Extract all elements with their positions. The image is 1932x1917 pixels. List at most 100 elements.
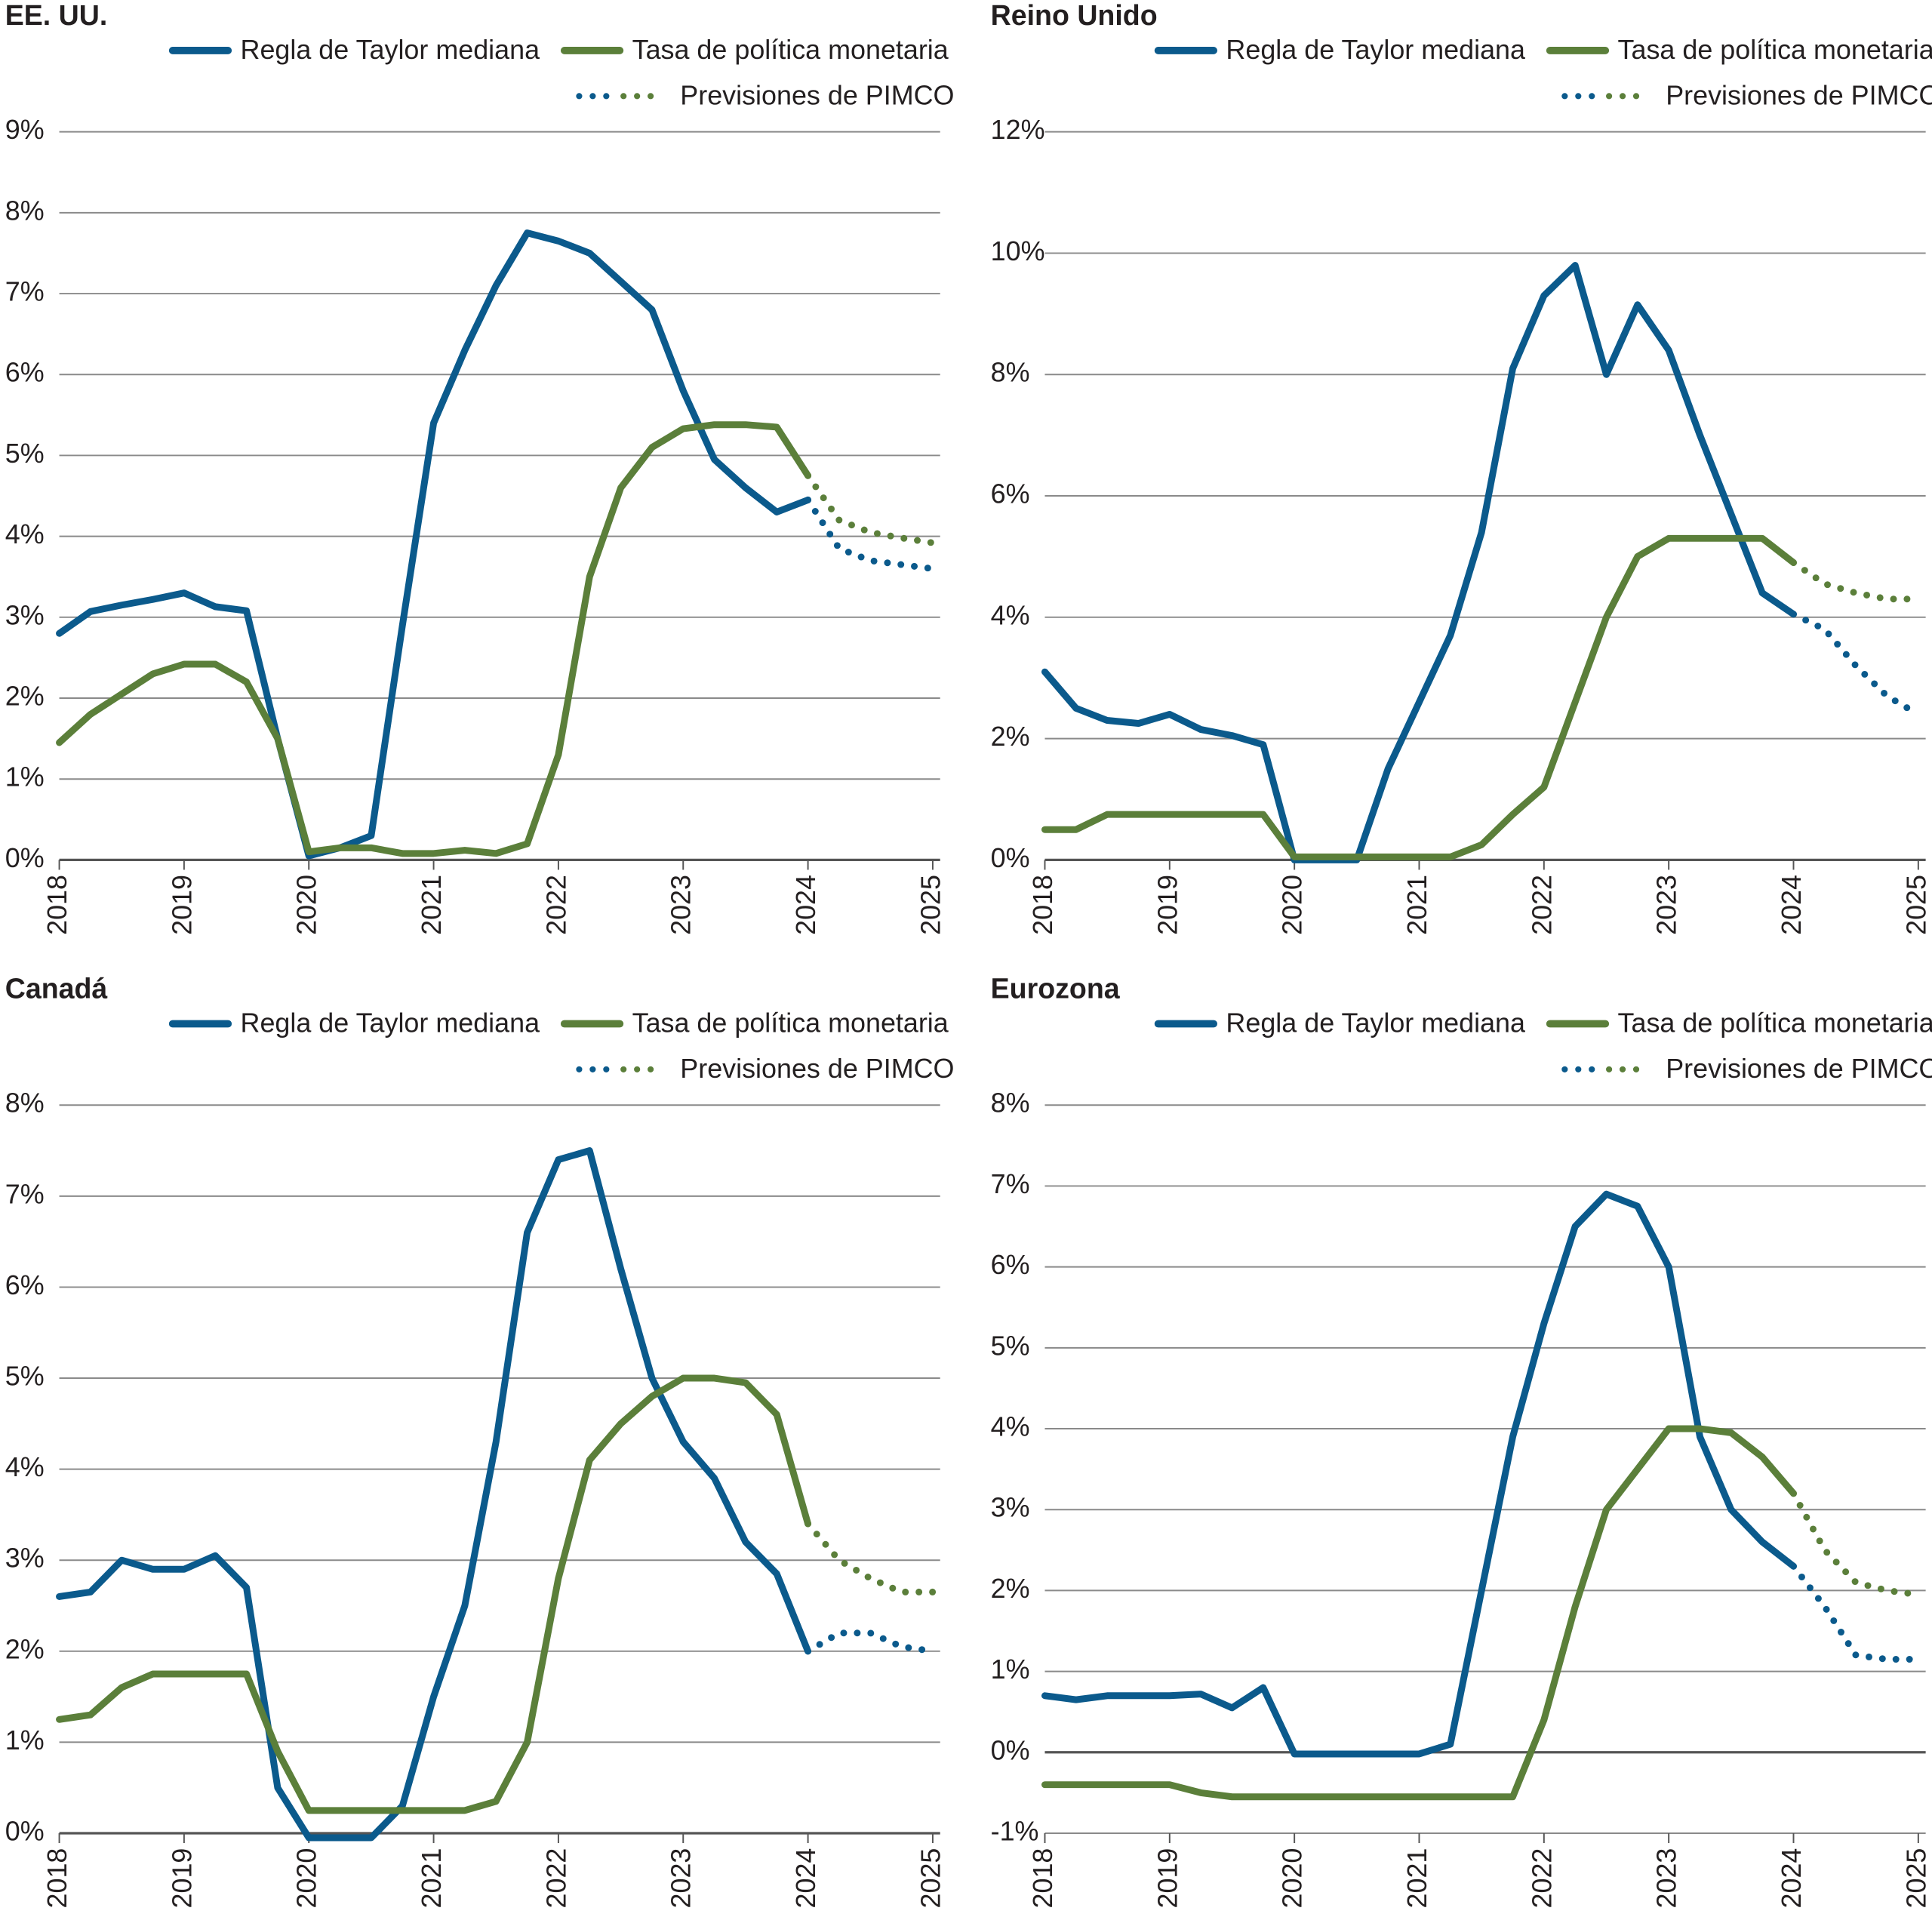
y-tick-label: 6% (5, 357, 45, 388)
y-tick-label: 3% (5, 1543, 45, 1574)
series-line (1041, 262, 1797, 863)
forecast-line (1790, 1490, 1922, 1599)
legend-label: Previsiones de PIMCO (1666, 1053, 1932, 1084)
x-tick-label: 2025 (1900, 875, 1931, 935)
y-tick-label: 5% (991, 1330, 1030, 1361)
forecast-line (804, 1629, 937, 1655)
x-tick-label: 2024 (1776, 1848, 1807, 1909)
x-tick-label: 2019 (166, 1848, 197, 1909)
x-tick-label: 2020 (1277, 875, 1308, 935)
chart-panel: Eurozona -1% 0% 1% 2% 3% 4% 5% 6% 7% 8% 2018 2019 202… (991, 972, 1932, 1908)
y-tick-label: 2% (991, 721, 1030, 752)
y-tick-label: 4% (5, 1451, 45, 1482)
y-tick-label: 8% (991, 1088, 1030, 1119)
chart-panel: Reino Unido 0% 2% 4% 6% 8% 10% 12% 2018 2019 2020 2… (991, 0, 1932, 935)
y-tick-label: 5% (5, 1361, 45, 1392)
x-tick-label: 2023 (666, 1848, 697, 1909)
y-tick-label: 0% (991, 1734, 1030, 1765)
y-tick-label: 4% (991, 599, 1030, 630)
x-tick-label: 2022 (1526, 875, 1557, 935)
y-tick-label: -1% (991, 1815, 1039, 1846)
x-tick-label: 2018 (42, 1848, 72, 1909)
x-tick-label: 2024 (790, 875, 821, 935)
x-tick-label: 2023 (666, 875, 697, 935)
forecast-line (804, 472, 937, 546)
legend-label: Tasa de política monetaria (632, 1008, 949, 1039)
legend-label: Regla de Taylor mediana (241, 1008, 540, 1039)
x-tick-label: 2021 (416, 875, 447, 935)
y-tick-label: 4% (991, 1411, 1030, 1442)
y-tick-label: 3% (991, 1492, 1030, 1523)
legend-label: Tasa de política monetaria (632, 34, 949, 65)
y-tick-label: 9% (5, 114, 45, 145)
y-tick-label: 7% (5, 1178, 45, 1209)
legend-label: Previsiones de PIMCO (680, 1053, 954, 1084)
x-tick-label: 2021 (1401, 875, 1432, 935)
series-line (56, 229, 812, 860)
x-tick-label: 2020 (291, 1848, 322, 1909)
series-line (1041, 1425, 1797, 1801)
legend-label: Regla de Taylor mediana (241, 34, 540, 65)
legend-label: Regla de Taylor mediana (1226, 1008, 1525, 1039)
x-tick-label: 2023 (1651, 1848, 1682, 1909)
y-tick-label: 1% (5, 1725, 45, 1755)
x-tick-label: 2019 (166, 875, 197, 935)
y-tick-label: 0% (5, 1815, 45, 1846)
series-line (56, 1147, 812, 1842)
chart-panel: EE. UU. 0% 1% 2% 3% 4% 5% 6% 7% 8% 9% 2018 2019 2020 2… (5, 0, 955, 935)
y-tick-label: 6% (991, 1249, 1030, 1280)
y-tick-label: 7% (991, 1168, 1030, 1199)
y-tick-label: 1% (991, 1654, 1030, 1685)
forecast-line (1790, 1562, 1922, 1663)
x-tick-label: 2018 (1027, 1848, 1058, 1909)
y-tick-label: 8% (5, 1088, 45, 1119)
forecast-line (1790, 611, 1922, 718)
series-line (1041, 534, 1797, 860)
legend-label: Tasa de política monetaria (1618, 34, 1932, 65)
x-tick-label: 2024 (790, 1848, 821, 1909)
y-tick-label: 6% (991, 478, 1030, 509)
x-tick-label: 2021 (416, 1848, 447, 1909)
x-tick-label: 2022 (540, 1848, 571, 1909)
y-tick-label: 2% (991, 1573, 1030, 1604)
x-tick-label: 2018 (1027, 875, 1058, 935)
x-tick-label: 2018 (42, 875, 72, 935)
x-tick-label: 2025 (915, 1848, 946, 1909)
legend-label: Tasa de política monetaria (1618, 1008, 1932, 1039)
forecast-line (1790, 558, 1922, 603)
x-tick-label: 2024 (1776, 875, 1807, 935)
x-tick-label: 2021 (1401, 1848, 1432, 1909)
panel-title: Eurozona (991, 972, 1121, 1004)
panel-title: Reino Unido (991, 0, 1158, 31)
panel-title: Canadá (5, 972, 108, 1004)
y-tick-label: 8% (991, 357, 1030, 388)
x-tick-label: 2019 (1152, 1848, 1183, 1909)
forecast-line (804, 496, 937, 573)
panel-title: EE. UU. (5, 0, 108, 31)
y-tick-label: 4% (5, 518, 45, 549)
y-tick-label: 8% (5, 195, 45, 226)
legend-label: Previsiones de PIMCO (1666, 79, 1932, 110)
series-line (1041, 1190, 1797, 1758)
y-tick-label: 10% (991, 235, 1045, 266)
y-tick-label: 2% (5, 681, 45, 712)
legend-label: Regla de Taylor mediana (1226, 34, 1525, 65)
y-tick-label: 1% (5, 762, 45, 792)
y-tick-label: 5% (5, 438, 45, 469)
x-tick-label: 2025 (1900, 1848, 1931, 1909)
y-tick-label: 3% (5, 599, 45, 630)
x-tick-label: 2019 (1152, 875, 1183, 935)
x-tick-label: 2022 (540, 875, 571, 935)
x-tick-label: 2022 (1526, 1848, 1557, 1909)
chart-panel: Canadá 0% 1% 2% 3% 4% 5% 6% 7% 8% 2018 2019 2020 2021… (5, 972, 955, 1908)
x-tick-label: 2020 (1277, 1848, 1308, 1909)
y-tick-label: 6% (5, 1269, 45, 1300)
series-line (56, 1374, 812, 1814)
y-tick-label: 0% (5, 842, 45, 873)
y-tick-label: 12% (991, 114, 1045, 145)
y-tick-label: 0% (991, 842, 1030, 873)
series-line (56, 421, 812, 857)
y-tick-label: 7% (5, 276, 45, 307)
forecast-line (804, 1520, 937, 1595)
